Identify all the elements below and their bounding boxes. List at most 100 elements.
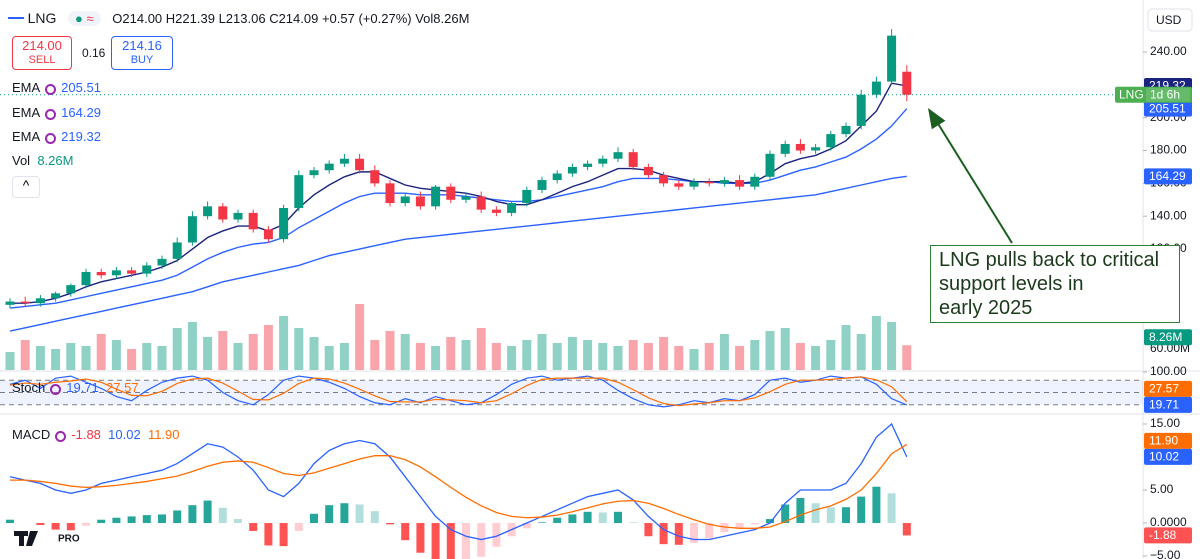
- candle-body: [750, 176, 760, 187]
- candle-body: [157, 258, 167, 266]
- candle-body: [795, 143, 805, 151]
- macd-name: MACD: [12, 427, 51, 442]
- countdown-label: 1d 6h: [1150, 87, 1180, 101]
- y-tick-label: −5.00: [1150, 548, 1181, 559]
- volume-bar: [294, 328, 304, 370]
- volume-bar: [461, 340, 471, 370]
- sell-button[interactable]: 214.00 SELL: [12, 36, 72, 70]
- candle-body: [780, 143, 790, 154]
- volume-bar: [537, 334, 547, 370]
- volume-bar: [765, 331, 775, 370]
- price-badge-label: 10.02: [1149, 450, 1179, 464]
- macd-histogram-bar: [264, 523, 273, 546]
- volume-bar: [309, 337, 319, 370]
- candle-body: [187, 216, 197, 243]
- volume-bar: [887, 322, 897, 370]
- buy-label: BUY: [130, 54, 154, 66]
- macd-histogram-bar: [902, 523, 911, 536]
- candle-body: [5, 301, 15, 305]
- volume-bar: [643, 343, 653, 370]
- macd-histogram-bar: [66, 523, 75, 531]
- candle-body: [81, 272, 91, 286]
- volume-bar: [203, 337, 213, 370]
- macd-histogram-bar: [796, 497, 805, 524]
- candle-body: [826, 134, 836, 148]
- currency-button[interactable]: [1147, 8, 1193, 32]
- annotation: LNG pulls back to critical support level…: [930, 245, 1180, 323]
- candle-body: [583, 163, 593, 167]
- volume-bar: [5, 352, 15, 370]
- candle-body: [887, 35, 897, 82]
- volume-bar: [339, 343, 349, 370]
- volume-bar: [780, 328, 790, 370]
- macd-signal-line: [10, 443, 908, 529]
- price-badge-label: 11.90: [1149, 434, 1178, 448]
- collapse-button[interactable]: ^: [12, 176, 40, 198]
- macd-histogram-bar: [750, 523, 759, 525]
- arrow-head: [928, 108, 946, 130]
- price-badge: [1144, 380, 1192, 397]
- ema-value: 164.29: [61, 105, 101, 120]
- price-badge-label: 164.29: [1149, 169, 1186, 183]
- logo-text: PRO: [58, 534, 80, 545]
- candle-body: [263, 229, 273, 240]
- macd-histogram-bar: [97, 519, 106, 524]
- annotation-line: LNG pulls back to critical: [939, 249, 1160, 271]
- status-pill[interactable]: ● ≈: [68, 11, 101, 26]
- macd-histogram-bar: [492, 523, 501, 547]
- volume-bar: [689, 349, 699, 370]
- candle-body: [20, 301, 30, 304]
- candle-body: [689, 181, 699, 187]
- header-open: O214.00: [112, 11, 163, 26]
- volume-bar: [826, 340, 836, 370]
- y-tick-label: 0.0000: [1150, 515, 1187, 529]
- macd-histogram-bar: [553, 517, 562, 524]
- macd-histogram-bar: [203, 500, 212, 524]
- volume-bar: [750, 340, 760, 370]
- buy-button[interactable]: 214.16 BUY: [111, 36, 173, 70]
- macd-histogram-bar: [127, 516, 136, 524]
- volume-name: Vol: [12, 153, 31, 168]
- volume-bar: [263, 325, 273, 370]
- header-low: L213.06: [218, 11, 266, 26]
- candle-body: [294, 175, 304, 208]
- macd-histogram-bar: [462, 523, 470, 559]
- candle-body: [279, 207, 289, 240]
- symbol: LNG: [27, 10, 57, 26]
- candle-body: [598, 158, 608, 164]
- volume-bar: [491, 343, 501, 370]
- candle-body: [431, 186, 441, 207]
- volume-bar: [719, 334, 729, 370]
- candle-body: [51, 293, 61, 299]
- candle-body: [446, 186, 456, 200]
- price-badge-label: 19.71: [1149, 398, 1179, 412]
- candle-body: [142, 265, 152, 274]
- macd-histogram-bar: [249, 523, 258, 531]
- macd-histogram-bar: [659, 523, 668, 545]
- volume-bar: [841, 325, 851, 370]
- plot: [0, 29, 1143, 559]
- y-tick-label: 240.00: [1150, 44, 1187, 58]
- macd-histogram-bar: [614, 511, 622, 524]
- volume-bar: [127, 349, 137, 370]
- volume-bar: [415, 343, 425, 370]
- volume-bar: [659, 337, 669, 370]
- candle-body: [355, 158, 365, 171]
- countdown-badge: [1146, 87, 1190, 102]
- stoch-d: 27.57: [106, 380, 139, 395]
- macd-histogram-bar: [386, 523, 394, 525]
- macd-histogram-bar: [674, 523, 683, 545]
- header-change: +0.57 (+0.27%): [321, 11, 412, 26]
- candle-body: [370, 170, 380, 184]
- volume-bar: [218, 331, 228, 370]
- macd-histogram-bar: [538, 522, 546, 524]
- macd-histogram-bar: [370, 511, 379, 524]
- stoch-name: Stoch: [12, 380, 46, 395]
- macd-histogram-bar: [36, 523, 45, 525]
- price-badge-label: 8.26M: [1149, 330, 1182, 344]
- volume-bar: [856, 334, 866, 370]
- macd-histogram-bar: [401, 523, 410, 541]
- macd-histogram-bar: [887, 493, 896, 524]
- macd-histogram-bar: [112, 517, 121, 524]
- macd-histogram-bar: [294, 523, 303, 531]
